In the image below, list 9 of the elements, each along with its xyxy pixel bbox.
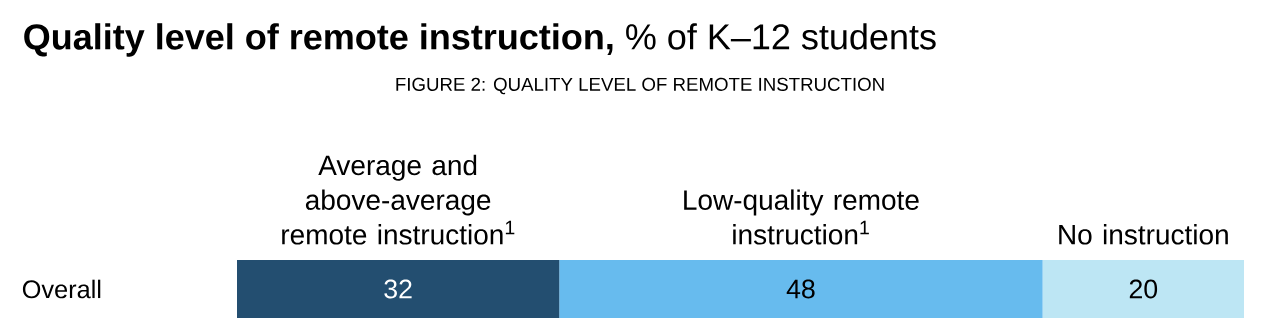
y-tick-label: Overall	[22, 279, 101, 299]
series-label: No instruction	[1059, 224, 1228, 245]
data-label: 32	[384, 279, 412, 299]
data-label: 20	[1129, 279, 1158, 299]
series-label: Low-quality remote instruction$^{1}$	[684, 189, 919, 245]
data-label: 48	[786, 279, 815, 299]
chart-subtitle: FIGURE 2: QUALITY LEVEL OF REMOTE INSTRUCTION	[396, 77, 884, 95]
series-label: Average and above-average remote instruction$^{1}$	[282, 154, 515, 245]
chart-title: Quality level of remote instruction, % of K–12 students	[24, 23, 936, 57]
